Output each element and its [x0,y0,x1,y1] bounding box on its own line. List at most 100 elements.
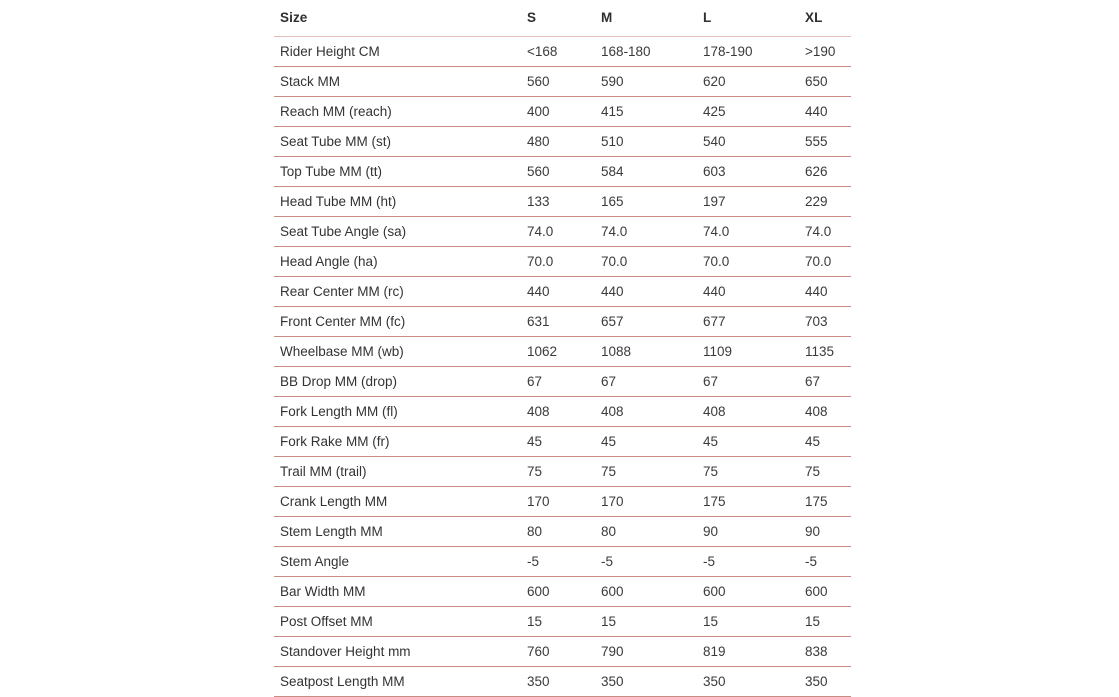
row-label: Trail MM (trail) [274,456,527,487]
cell-size-m: 415 [601,96,703,127]
cell-size-s: 560 [527,156,601,187]
cell-size-l: 350 [703,666,805,697]
cell-size-xl: 440 [805,96,851,127]
table-row: Bar Width MM 600 600 600 600 [274,576,851,607]
column-header-m: M [601,0,703,37]
row-label: Stem Angle [274,546,527,577]
cell-size-m: -5 [601,546,703,577]
table-row: Wheelbase MM (wb) 1062 1088 1109 1135 [274,336,851,367]
cell-size-xl: 600 [805,576,851,607]
row-label: Post Offset MM [274,606,527,637]
table-row: BB Drop MM (drop) 67 67 67 67 [274,366,851,397]
cell-size-l: 425 [703,96,805,127]
cell-size-xl: 626 [805,156,851,187]
geometry-table: Size S M L XL Rider Height CM <168 168-180… [274,0,851,697]
cell-size-xl: 90 [805,516,851,547]
row-label: Reach MM (reach) [274,96,527,127]
row-label: Front Center MM (fc) [274,306,527,337]
cell-size-xl: 45 [805,426,851,457]
cell-size-m: 45 [601,426,703,457]
table-row: Head Angle (ha) 70.0 70.0 70.0 70.0 [274,246,851,277]
cell-size-l: 600 [703,576,805,607]
cell-size-s: 75 [527,456,601,487]
table-header-row: Size S M L XL [274,0,851,37]
row-label: Rider Height CM [274,36,527,67]
cell-size-m: 408 [601,396,703,427]
cell-size-xl: 67 [805,366,851,397]
table-row: Crank Length MM 170 170 175 175 [274,486,851,517]
table-row: Seatpost Length MM 350 350 350 350 [274,666,851,697]
cell-size-s: 45 [527,426,601,457]
cell-size-m: 350 [601,666,703,697]
cell-size-s: 133 [527,186,601,217]
table-row: Stem Angle -5 -5 -5 -5 [274,546,851,577]
column-header-l: L [703,0,805,37]
table-row: Head Tube MM (ht) 133 165 197 229 [274,186,851,217]
cell-size-m: 80 [601,516,703,547]
table-row: Front Center MM (fc) 631 657 677 703 [274,306,851,337]
cell-size-m: 584 [601,156,703,187]
table-row: Standover Height mm 760 790 819 838 [274,636,851,667]
cell-size-l: 15 [703,606,805,637]
table-row: Rider Height CM <168 168-180 178-190 >190 [274,36,851,67]
column-header-s: S [527,0,601,37]
cell-size-xl: 555 [805,126,851,157]
cell-size-s: 15 [527,606,601,637]
cell-size-s: 74.0 [527,216,601,247]
row-label: Wheelbase MM (wb) [274,336,527,367]
cell-size-m: 790 [601,636,703,667]
cell-size-xl: 440 [805,276,851,307]
row-label: Standover Height mm [274,636,527,667]
cell-size-l: 819 [703,636,805,667]
cell-size-s: 408 [527,396,601,427]
cell-size-m: 510 [601,126,703,157]
table-row: Seat Tube MM (st) 480 510 540 555 [274,126,851,157]
table-row: Seat Tube Angle (sa) 74.0 74.0 74.0 74.0 [274,216,851,247]
cell-size-m: 67 [601,366,703,397]
row-label: Crank Length MM [274,486,527,517]
cell-size-s: 170 [527,486,601,517]
cell-size-l: 620 [703,66,805,97]
cell-size-l: 178-190 [703,36,805,67]
row-label: Seat Tube Angle (sa) [274,216,527,247]
cell-size-m: 600 [601,576,703,607]
cell-size-l: 677 [703,306,805,337]
cell-size-m: 165 [601,186,703,217]
row-label: Seat Tube MM (st) [274,126,527,157]
cell-size-m: 1088 [601,336,703,367]
cell-size-xl: 15 [805,606,851,637]
cell-size-l: 45 [703,426,805,457]
cell-size-xl: 350 [805,666,851,697]
cell-size-l: 440 [703,276,805,307]
cell-size-s: 560 [527,66,601,97]
cell-size-xl: 229 [805,186,851,217]
cell-size-s: 70.0 [527,246,601,277]
cell-size-xl: 408 [805,396,851,427]
cell-size-l: 603 [703,156,805,187]
column-header-size: Size [274,0,527,37]
table-row: Top Tube MM (tt) 560 584 603 626 [274,156,851,187]
cell-size-xl: 70.0 [805,246,851,277]
cell-size-xl: >190 [805,36,851,67]
cell-size-l: 408 [703,396,805,427]
cell-size-s: 67 [527,366,601,397]
table-row: Fork Rake MM (fr) 45 45 45 45 [274,426,851,457]
table-header: Size S M L XL [274,0,851,37]
cell-size-s: 760 [527,636,601,667]
cell-size-l: 74.0 [703,216,805,247]
table-row: Fork Length MM (fl) 408 408 408 408 [274,396,851,427]
cell-size-m: 15 [601,606,703,637]
cell-size-s: 80 [527,516,601,547]
row-label: Head Angle (ha) [274,246,527,277]
geometry-table-container: Size S M L XL Rider Height CM <168 168-180… [274,0,851,697]
cell-size-s: 440 [527,276,601,307]
row-label: Rear Center MM (rc) [274,276,527,307]
cell-size-l: -5 [703,546,805,577]
table-row: Post Offset MM 15 15 15 15 [274,606,851,637]
table-row: Stem Length MM 80 80 90 90 [274,516,851,547]
cell-size-m: 590 [601,66,703,97]
cell-size-xl: -5 [805,546,851,577]
cell-size-s: <168 [527,36,601,67]
cell-size-m: 75 [601,456,703,487]
